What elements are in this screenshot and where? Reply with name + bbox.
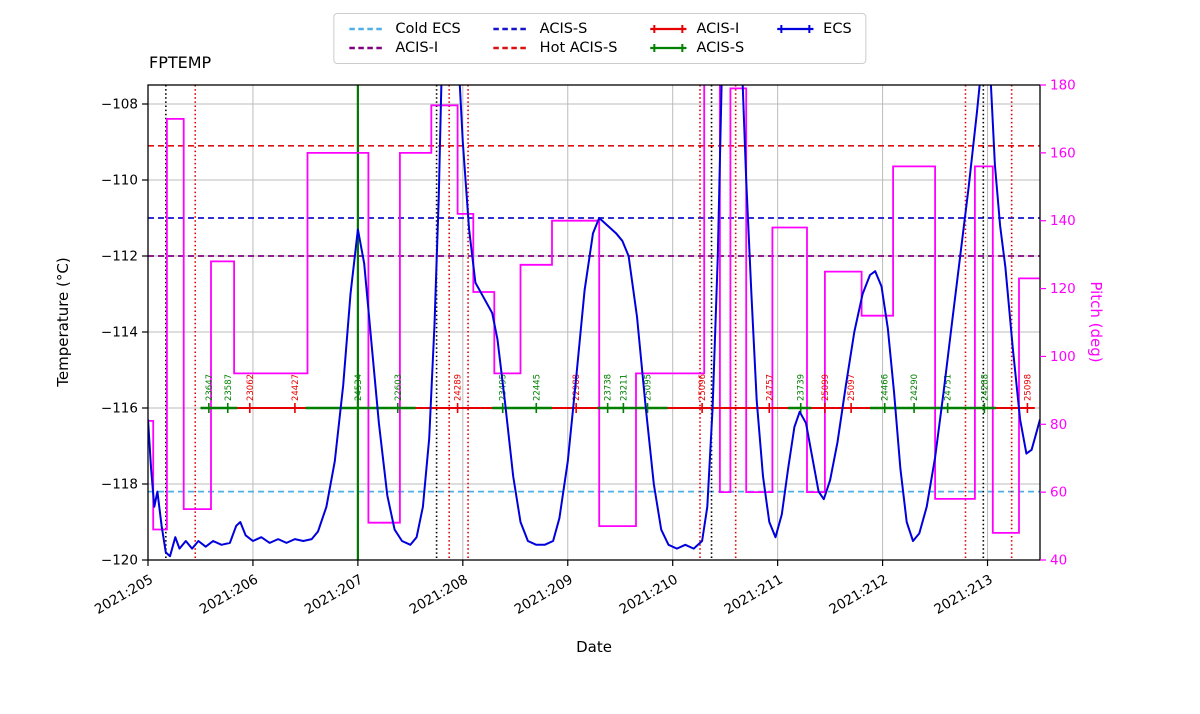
y-left-tick-label: −112 — [101, 249, 138, 265]
x-tick-label: 2021:206 — [197, 572, 261, 618]
y-right-tick-label: 140 — [1050, 213, 1076, 229]
legend-line-sample — [493, 46, 530, 50]
legend-line-sample — [650, 44, 687, 52]
plot-background — [148, 85, 1040, 560]
legend-label: ACIS-S — [696, 40, 745, 56]
legend-entry-hot-acis-s-5: Hot ACIS-S — [493, 40, 618, 56]
obsid-label: 24290 — [910, 374, 920, 401]
ecs-temperature-line — [148, 85, 1040, 558]
legend-line-sample — [493, 27, 530, 31]
obsid-label: 25096 — [698, 374, 708, 401]
obsid-label: 25097 — [847, 374, 857, 401]
y-left-tick-label: −114 — [101, 325, 138, 341]
obsid-label: 23587 — [224, 374, 234, 401]
legend-entry-acis-i-4: ACIS-I — [348, 40, 460, 56]
legend-line-sample — [349, 46, 386, 50]
x-tick-label: 2021:208 — [407, 572, 471, 618]
y-axis-label-left: Temperature (°C) — [54, 257, 72, 387]
obsid-label: 23647 — [205, 374, 215, 401]
obsid-label: 25099 — [821, 374, 831, 401]
legend-label: ACIS-I — [395, 40, 439, 56]
obsid-label: 24466 — [881, 374, 891, 401]
obsid-label: 23739 — [797, 374, 807, 401]
y-right-tick-label: 100 — [1050, 349, 1076, 365]
x-tick-label: 2021:209 — [512, 572, 576, 618]
obsid-label: 24289 — [454, 374, 464, 401]
pitch-line — [148, 85, 1040, 534]
chart-legend: Cold ECS ACIS-S ACIS-I ECS ACIS-I Hot ACIS-S A… — [333, 13, 867, 64]
y-right-tick-label: 180 — [1050, 78, 1076, 94]
obsid-label: 23738 — [604, 374, 614, 401]
y-right-tick-label: 40 — [1050, 553, 1067, 569]
legend-label: ACIS-I — [696, 21, 740, 37]
obsid-label: 22445 — [532, 374, 542, 401]
plot-border — [147, 84, 1041, 561]
y-left-tick-label: −108 — [101, 97, 138, 113]
x-tick-label: 2021:213 — [932, 572, 996, 618]
legend-line-sample — [650, 25, 687, 33]
obsid-label: 23062 — [246, 374, 256, 401]
legend-entry-acis-s-6: ACIS-S — [649, 40, 744, 56]
x-tick-label: 2021:211 — [722, 572, 786, 618]
obsid-label: 24757 — [765, 374, 775, 401]
y-right-tick-label: 60 — [1050, 485, 1067, 501]
legend-entry-cold-ecs-0: Cold ECS — [348, 21, 461, 37]
y-axis-label-right: Pitch (deg) — [1087, 281, 1105, 363]
legend-line-sample — [777, 25, 814, 33]
obsid-label: 23211 — [619, 374, 629, 401]
legend-entry-acis-i-2: ACIS-I — [649, 21, 744, 37]
y-left-tick-label: −118 — [101, 477, 138, 493]
x-tick-label: 2021:207 — [302, 572, 366, 618]
obsid-label: 22988 — [572, 374, 582, 401]
legend-line-sample — [349, 27, 386, 31]
limit-lines — [148, 144, 1040, 493]
chart-title: FPTEMP — [149, 53, 212, 72]
x-tick-label: 2021:210 — [617, 572, 681, 618]
y-left-tick-label: −120 — [101, 553, 138, 569]
obsid-label: 24427 — [291, 374, 301, 401]
obsid-label: 24534 — [354, 374, 364, 401]
obsid-label: 25098 — [1023, 374, 1033, 401]
y-left-tick-label: −110 — [101, 173, 138, 189]
y-left-tick-label: −116 — [101, 401, 138, 417]
x-axis-label: Date — [576, 638, 612, 656]
obsid-label: 24751 — [944, 374, 954, 401]
legend-label: Cold ECS — [395, 21, 461, 37]
event-lines — [165, 85, 1013, 560]
y-right-tick-label: 160 — [1050, 145, 1076, 161]
legend-entry-ecs-3: ECS — [776, 21, 852, 37]
obsid-label: 24288 — [980, 374, 990, 401]
legend-label: ECS — [823, 21, 852, 37]
y-right-tick-label: 80 — [1050, 417, 1067, 433]
legend-entry-acis-s-1: ACIS-S — [493, 21, 618, 37]
x-tick-label: 2021:205 — [92, 572, 156, 618]
obsid-label: 25095 — [644, 374, 654, 401]
y-right-tick-label: 120 — [1050, 281, 1076, 297]
obsid-label: 22603 — [394, 374, 404, 401]
legend-label: ACIS-S — [539, 21, 588, 37]
x-tick-label: 2021:212 — [827, 572, 891, 618]
legend-label: Hot ACIS-S — [539, 40, 618, 56]
